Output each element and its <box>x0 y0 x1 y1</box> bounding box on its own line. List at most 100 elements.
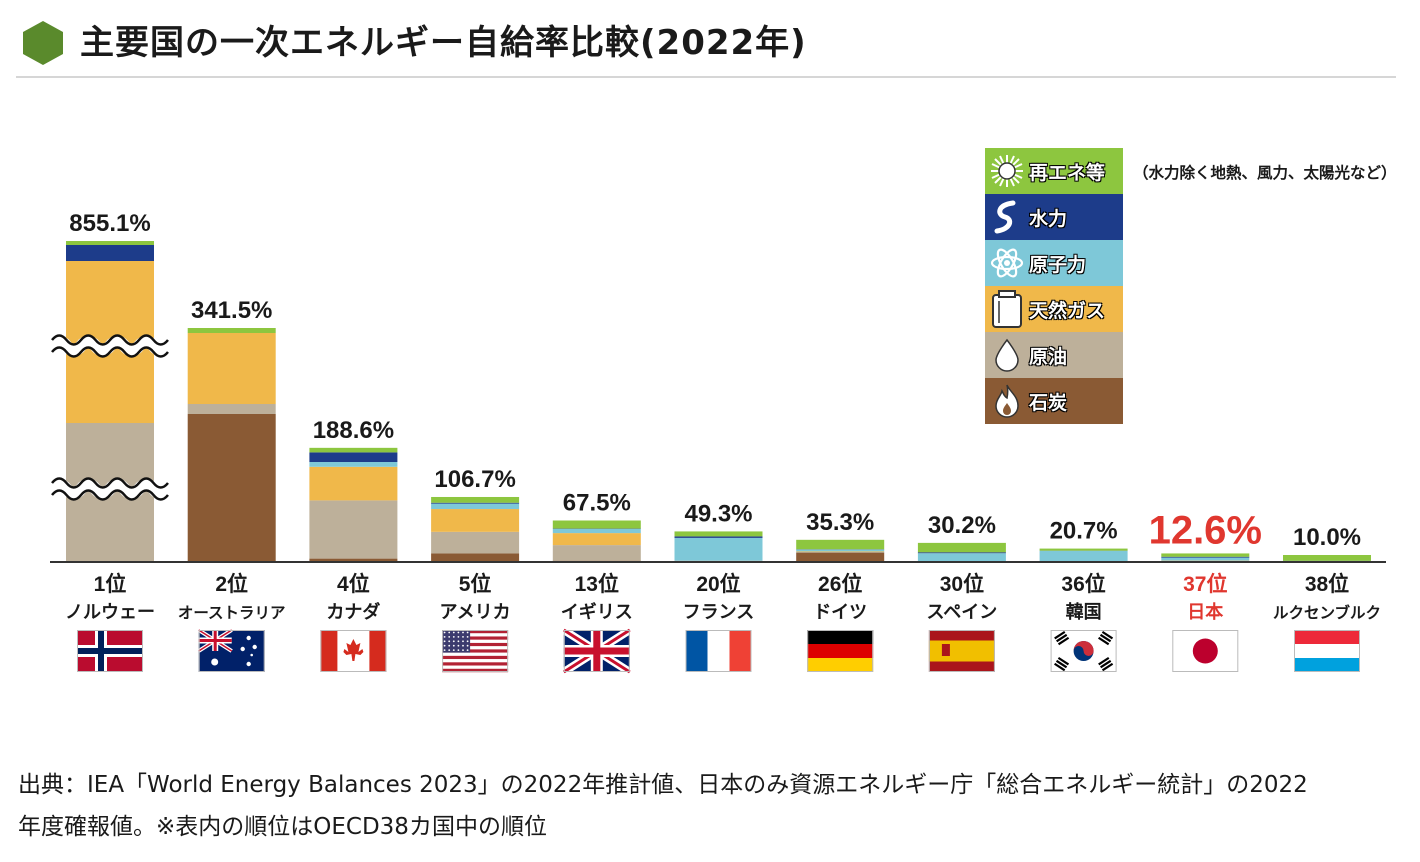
bar-group: 12.6% <box>1149 508 1262 561</box>
country-label: 韓国 <box>1066 601 1102 623</box>
bar-segment-nuclear <box>552 528 641 534</box>
bar-group: 30.2% <box>917 512 1006 561</box>
bar-segment-hydro <box>66 245 154 261</box>
country-label: イギリス <box>561 602 633 623</box>
source-line-1: 出典：IEA「World Energy Balances 2023」の2022年… <box>18 772 1308 798</box>
legend-label: 石炭 <box>1029 391 1068 414</box>
bar-segment-hydro <box>674 536 763 538</box>
bar-segment-coal <box>187 414 276 561</box>
bar-group: 49.3% <box>674 500 763 561</box>
bar-group: 35.3% <box>796 509 885 561</box>
bar-segment-natural-gas <box>431 509 520 532</box>
country-label: オーストラリア <box>178 604 286 622</box>
gas-tank-icon <box>985 289 1029 329</box>
legend-item-hydro: 水力 <box>985 194 1123 240</box>
uk-flag-icon <box>561 626 632 676</box>
country-label: ルクセンブルク <box>1273 603 1381 622</box>
legend-label: 原子力 <box>1029 253 1087 276</box>
country-label: カナダ <box>326 601 380 623</box>
bar-segment-hydro <box>917 552 1006 554</box>
country-label: ノルウェー <box>65 602 155 623</box>
legend: 再エネ等 水力 原子力 天然ガス 原油 石炭 <box>985 148 1123 424</box>
bar-group: 20.7% <box>1039 518 1128 561</box>
bar-segment-renewables <box>431 496 520 503</box>
axis-break-gap <box>47 335 173 357</box>
atom-icon <box>985 243 1029 283</box>
legend-label: 原油 <box>1029 345 1068 368</box>
axis-break-line <box>51 489 169 501</box>
legend-label: 天然ガス <box>1029 299 1106 322</box>
bar-segment-renewables <box>187 328 276 333</box>
rank-label: 2位 <box>215 572 248 596</box>
germany-flag-icon <box>807 630 874 672</box>
bar-segment-nuclear <box>1039 550 1128 561</box>
title-bar: 主要国の一次エネルギー自給率比較(2022年) <box>22 14 1398 78</box>
value-label: 855.1% <box>69 210 150 237</box>
bar-segment-oil <box>796 552 885 553</box>
luxembourg-flag-icon <box>1294 630 1360 672</box>
bar-segment-coal <box>309 558 398 561</box>
country-label: フランス <box>683 602 755 623</box>
rank-label: 1位 <box>94 572 127 596</box>
bar-group: 341.5% <box>187 297 276 561</box>
bar-segment-renewables <box>1283 555 1371 561</box>
rank-label: 4位 <box>337 572 370 596</box>
bar-segment-natural-gas <box>309 466 398 501</box>
rank-label: 30位 <box>940 572 984 596</box>
value-label: 10.0% <box>1293 524 1361 551</box>
bar-segment-coal <box>796 552 885 561</box>
flame-icon <box>985 381 1029 421</box>
norway-flag-icon <box>77 630 143 672</box>
bar-segment-natural-gas <box>552 533 641 546</box>
legend-item-oil: 原油 <box>985 332 1123 378</box>
france-flag-icon <box>685 630 752 672</box>
water-wave-icon <box>985 197 1029 237</box>
value-label: 12.6% <box>1149 508 1262 552</box>
source-note: 出典：IEA「World Energy Balances 2023」の2022年… <box>18 764 1408 848</box>
rank-label: 38位 <box>1305 572 1349 596</box>
bar-segment-renewables <box>1161 553 1250 557</box>
bar-group: 855.1% <box>66 210 154 561</box>
legend-item-coal: 石炭 <box>985 378 1123 424</box>
rank-label: 5位 <box>459 572 492 596</box>
rank-label: 13位 <box>575 572 619 596</box>
bar-segment-renewables <box>552 520 641 529</box>
bar-segment-oil <box>552 545 641 561</box>
bar-segment-natural-gas <box>796 551 885 552</box>
rank-label: 37位 <box>1183 572 1227 596</box>
japan-flag-icon <box>1172 630 1239 672</box>
hexagon-icon <box>23 21 63 65</box>
country-label: スペイン <box>927 602 998 623</box>
rank-label: 20位 <box>696 572 740 596</box>
value-label: 67.5% <box>563 490 631 517</box>
bar-segment-hydro <box>431 502 520 504</box>
bar-segment-hydro <box>1161 556 1250 558</box>
legend-item-natural-gas: 天然ガス <box>985 286 1123 332</box>
bar-segment-renewables <box>917 542 1006 553</box>
bar-group: 10.0% <box>1283 524 1371 561</box>
value-label: 35.3% <box>806 509 874 536</box>
bar-group: 188.6% <box>309 417 398 561</box>
country-label: ドイツ <box>813 602 867 623</box>
bar-group: 106.7% <box>431 466 520 561</box>
country-label: アメリカ <box>440 602 511 623</box>
canada-flag-icon <box>320 630 387 672</box>
bar-segment-nuclear <box>309 462 398 467</box>
oil-drop-icon <box>985 335 1029 375</box>
axis-break-line <box>51 477 169 489</box>
bar-segment-renewables <box>309 447 398 453</box>
rank-label: 26位 <box>818 572 862 596</box>
value-label: 49.3% <box>684 500 752 527</box>
value-label: 188.6% <box>313 417 394 444</box>
value-label: 30.2% <box>928 512 996 539</box>
bar-segment-renewables <box>66 241 154 245</box>
bar-segment-renewables <box>796 539 885 550</box>
source-line-2: 年度確報値。※表内の順位はOECD38カ国中の順位 <box>18 814 547 840</box>
bar-segment-coal <box>431 553 520 561</box>
usa-flag-icon <box>442 630 509 673</box>
rank-label: 36位 <box>1061 572 1105 596</box>
country-label: 日本 <box>1187 601 1223 623</box>
bar-segment-renewables <box>674 531 763 537</box>
title-divider <box>16 76 1396 78</box>
